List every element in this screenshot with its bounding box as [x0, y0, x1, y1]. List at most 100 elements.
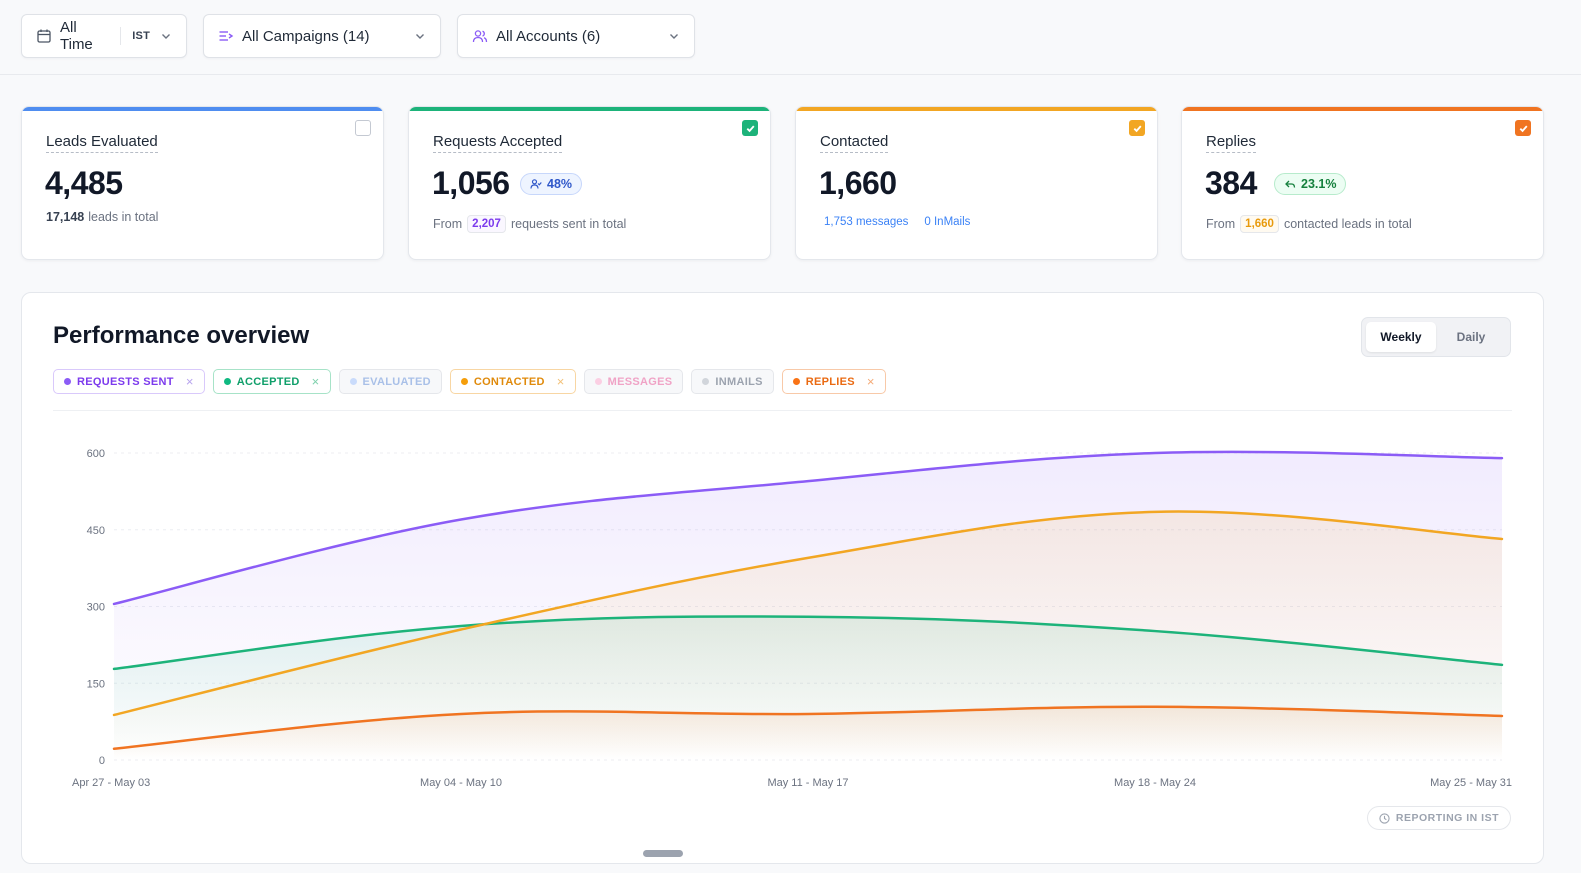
messages-link[interactable]: 1,753 messages [824, 216, 909, 228]
card-accent-bar [22, 107, 383, 111]
card-title: Requests Accepted [433, 133, 563, 153]
legend-dot [792, 378, 800, 385]
card-title: Replies [1206, 133, 1257, 153]
users-icon [472, 28, 488, 44]
user-check-icon [530, 179, 542, 189]
legend-replies[interactable]: REPLIES × [781, 369, 886, 394]
close-icon[interactable]: × [185, 374, 194, 389]
card-sub-text: leads in total [88, 210, 159, 224]
card-value: 4,485 [45, 165, 123, 201]
legend-evaluated[interactable]: EVALUATED [338, 369, 442, 394]
weekly-option[interactable]: Weekly [1366, 322, 1436, 352]
card-subtext: 17,148 leads in total [46, 210, 158, 224]
card-subtext: From 1,660 contacted leads in total [1206, 215, 1412, 233]
reply-icon [1285, 180, 1296, 188]
chevron-down-icon [160, 30, 172, 42]
performance-overview-panel: Performance overview Weekly Daily REQUES… [21, 292, 1544, 864]
legend-contacted[interactable]: CONTACTED × [449, 369, 576, 394]
x-tick-label: Apr 27 - May 03 [72, 777, 150, 789]
campaigns-label: All Campaigns (14) [242, 27, 370, 45]
card-title: Leads Evaluated [46, 133, 158, 153]
x-tick-label: May 04 - May 10 [420, 777, 502, 789]
legend-dot [594, 378, 602, 385]
inmails-link[interactable]: 0 InMails [924, 216, 971, 228]
y-tick-label: 450 [87, 525, 105, 537]
close-icon[interactable]: × [556, 374, 565, 389]
legend-dot [460, 378, 468, 385]
card-accent-bar [1182, 107, 1543, 111]
accounts-filter[interactable]: All Accounts (6) [457, 14, 695, 58]
acceptance-rate-badge: 48% [520, 173, 583, 195]
series-checkbox[interactable] [742, 120, 758, 136]
check-icon [1519, 125, 1527, 132]
legend-dot [223, 378, 231, 385]
card-accent-bar [409, 107, 770, 111]
card-subtext: 1,753 messages 0 InMails [824, 216, 970, 228]
x-tick-label: May 25 - May 31 [1430, 777, 1512, 789]
badge-value: 23.1% [1301, 177, 1337, 191]
legend-label: CONTACTED [473, 375, 545, 388]
campaigns-filter[interactable]: All Campaigns (14) [203, 14, 441, 58]
close-icon[interactable]: × [866, 374, 875, 389]
legend-label: ACCEPTED [236, 375, 300, 388]
series-area [114, 706, 1502, 760]
series-legend: REQUESTS SENT × ACCEPTED × EVALUATED CON… [53, 369, 886, 394]
card-accent-bar [796, 107, 1157, 111]
daily-option[interactable]: Daily [1456, 330, 1486, 344]
calendar-icon [36, 28, 52, 44]
legend-label: REPLIES [805, 375, 855, 388]
card-sub-prefix: From [433, 217, 463, 231]
filter-bar: All Time IST All Campaigns (14) All Acco… [0, 0, 1581, 75]
series-line[interactable] [112, 705, 1504, 750]
card-sub-value: 17,148 [46, 210, 85, 224]
series-checkbox[interactable] [1129, 120, 1145, 136]
series-checkbox[interactable] [355, 120, 371, 136]
legend-accepted[interactable]: ACCEPTED × [212, 369, 331, 394]
x-tick-label: May 18 - May 24 [1114, 777, 1196, 789]
close-icon[interactable]: × [311, 374, 320, 389]
time-range-label: All Time [60, 19, 93, 53]
series-line[interactable] [112, 450, 1504, 606]
stat-card-replies[interactable]: Replies 384 23.1% From 1,660 contacted l… [1181, 106, 1544, 260]
card-value: 384 [1205, 165, 1257, 201]
campaign-list-icon [218, 28, 234, 44]
legend-label: MESSAGES [607, 375, 673, 388]
legend-label: INMAILS [715, 375, 763, 388]
legend-requests-sent[interactable]: REQUESTS SENT × [53, 369, 205, 394]
y-tick-label: 300 [87, 602, 105, 614]
legend-divider [53, 410, 1512, 411]
legend-label: EVALUATED [362, 375, 431, 388]
performance-chart: 0 150 300 450 600 Apr 27 - May 03 May 04 - Ma… [72, 448, 1512, 789]
y-tick-label: 150 [87, 678, 105, 690]
scroll-handle[interactable] [643, 850, 683, 857]
x-tick-label: May 11 - May 17 [767, 777, 848, 789]
series-checkbox[interactable] [1515, 120, 1531, 136]
legend-dot [64, 378, 71, 385]
reporting-timezone-badge: REPORTING IN IST [1366, 806, 1511, 830]
card-title: Contacted [820, 133, 889, 153]
card-sub-text: contacted leads in total [1283, 217, 1412, 231]
card-sub-value: 2,207 [467, 215, 506, 233]
series-area [114, 511, 1502, 760]
card-sub-prefix: From [1206, 217, 1236, 231]
card-sub-value: 1,660 [1240, 215, 1279, 233]
timezone-label: IST [132, 30, 150, 42]
legend-label: REQUESTS SENT [77, 375, 174, 388]
reply-rate-badge: 23.1% [1274, 173, 1347, 195]
stat-card-contacted[interactable]: Contacted 1,660 1,753 messages 0 InMails [795, 106, 1158, 260]
stat-card-requests-accepted[interactable]: Requests Accepted 1,056 48% From 2,207 r… [408, 106, 771, 260]
legend-inmails[interactable]: INMAILS [691, 369, 774, 394]
badge-value: 48% [547, 177, 573, 191]
reporting-label: REPORTING IN IST [1395, 812, 1499, 824]
legend-dot [702, 378, 710, 385]
clock-icon [1379, 812, 1390, 824]
series-line[interactable] [112, 510, 1504, 717]
legend-dot [349, 378, 357, 385]
stat-card-leads-evaluated[interactable]: Leads Evaluated 4,485 17,148 leads in to… [21, 106, 384, 260]
legend-messages[interactable]: MESSAGES [583, 369, 684, 394]
time-range-filter[interactable]: All Time IST [21, 14, 187, 58]
y-tick-label: 600 [87, 448, 105, 460]
accounts-label: All Accounts (6) [496, 27, 601, 45]
series-line[interactable] [112, 615, 1504, 671]
y-tick-label: 0 [99, 755, 105, 767]
